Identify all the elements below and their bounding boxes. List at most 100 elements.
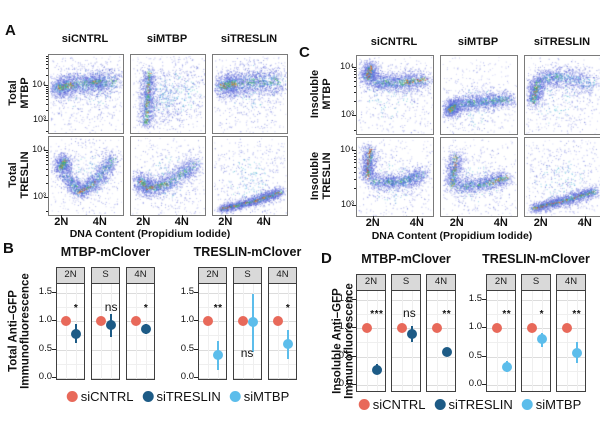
sig-label: * xyxy=(73,302,79,314)
flow-y-minortick xyxy=(45,154,48,156)
dot-group-title-B-1: TRESLIN-mClover xyxy=(193,245,302,259)
facet-strip-B-1-1: S xyxy=(233,267,262,283)
gridline-h xyxy=(487,385,515,386)
gridline-v xyxy=(496,291,498,391)
flow-y-tickmark xyxy=(44,120,48,122)
gridline-h xyxy=(127,307,154,309)
sig-label: ** xyxy=(442,309,452,321)
flow-x-tick-C-2-1: 4N xyxy=(577,217,592,229)
flow-cell-A-r0-c0 xyxy=(48,54,124,134)
legend-label-siTRESLIN: siTRESLIN xyxy=(156,389,221,404)
gridline-h xyxy=(199,307,226,309)
knockdown-point-siMTBP xyxy=(213,349,224,360)
gridline-h xyxy=(357,313,385,315)
flow-y-tick-C-1-1: 10³ xyxy=(340,198,354,209)
flow-cell-A-r1-c1 xyxy=(130,136,206,216)
facet-strip-label: 4N xyxy=(276,269,289,280)
flow-row-label-C-1-line-1: TRESLIN xyxy=(321,152,333,200)
flow-cell-A-r1-c2 xyxy=(212,136,288,216)
flow-cell-A-r0-c2 xyxy=(212,54,288,134)
flow-y-minortick xyxy=(353,166,356,168)
gridline-h xyxy=(199,335,226,337)
legend-label-siMTBP: siMTBP xyxy=(243,389,290,404)
dot-y-tickmark xyxy=(482,298,486,300)
gridline-h xyxy=(392,342,420,344)
gridline-v xyxy=(446,291,448,391)
facet-panel-B-1-1: ns xyxy=(233,283,262,380)
dot-y-tickmark xyxy=(52,291,56,293)
dot-y-tick-D-1-3: 0.0 xyxy=(468,378,482,389)
flow-y-minortick xyxy=(45,109,48,111)
legend-D: siCNTRL siTRESLIN siMTBP xyxy=(358,397,581,412)
flow-y-minortick xyxy=(353,100,356,102)
sig-label: ** xyxy=(572,309,582,321)
flow-cell-C-r0-c2 xyxy=(524,55,600,135)
flow-x-tick-C-1-1: 4N xyxy=(493,217,508,229)
gridline-h xyxy=(522,342,550,344)
flow-x-tickmark xyxy=(61,215,63,218)
control-point-siCNTRL xyxy=(396,323,407,333)
flow-y-minortick xyxy=(45,174,48,176)
flow-y-minortick xyxy=(353,158,356,160)
dot-y-tick-B-1-0: 1.5 xyxy=(180,285,194,297)
sig-label: ** xyxy=(502,309,512,321)
flow-x-axis-title-C: DNA Content (Propidium Iodide) xyxy=(371,230,533,242)
flow-col-header-C-2: siTRESLIN xyxy=(533,36,591,48)
flow-y-minortick xyxy=(353,188,356,190)
gridline-h xyxy=(392,385,420,386)
flow-y-minortick xyxy=(353,85,356,87)
facet-strip-label: 4N xyxy=(134,269,147,280)
gridline-h xyxy=(199,292,226,294)
flow-cell-C-r0-c1 xyxy=(440,55,518,135)
gridline-h xyxy=(557,385,585,386)
dot-y-tick-B-0-3: 0.0 xyxy=(38,371,52,382)
dot-y-tickmark xyxy=(352,298,356,300)
knockdown-point-siMTBP xyxy=(536,334,547,345)
gridline-h xyxy=(234,335,261,337)
dot-y-tick-D-0-1: 1.0 xyxy=(338,321,352,332)
dot-y-tick-B-1-3: 0.0 xyxy=(180,371,194,382)
gridline-h xyxy=(57,292,84,294)
gridline-v xyxy=(576,291,578,391)
dot-y-tickmark xyxy=(194,320,198,322)
facet-strip-label: 2N xyxy=(64,269,77,280)
legend-item-siCNTRL: siCNTRL xyxy=(358,397,425,412)
facet-strip-label: S xyxy=(532,276,540,287)
legend-B: siCNTRL siTRESLIN siMTBP xyxy=(66,389,290,404)
flow-y-minortick xyxy=(45,88,48,90)
dot-y-axis-label-B-line-0: Total Anti–GFP xyxy=(7,290,20,372)
legend-label-siCNTRL: siCNTRL xyxy=(80,389,134,404)
sig-label: ns xyxy=(104,299,118,314)
sig-label: ns xyxy=(403,306,416,321)
gridline-h xyxy=(127,335,154,337)
flow-y-minortick xyxy=(353,81,356,83)
gridline-h xyxy=(57,335,84,337)
panel-label-A: A xyxy=(5,22,16,39)
gridline-h xyxy=(357,299,385,301)
gridline-v xyxy=(101,284,103,379)
facet-strip-B-0-0: 2N xyxy=(56,267,85,283)
dot-group-title-D-0: MTBP-mClover xyxy=(361,252,451,266)
gridline-h xyxy=(57,378,84,379)
facet-strip-label: S xyxy=(244,269,251,280)
knockdown-point-siTRESLIN xyxy=(71,328,82,339)
gridline-h xyxy=(557,313,585,315)
gridline-h xyxy=(357,342,385,344)
flow-x-tickmark xyxy=(540,216,542,219)
facet-strip-B-0-1: S xyxy=(91,267,120,283)
gridline-v xyxy=(566,291,568,391)
facet-strip-B-1-0: 2N xyxy=(198,267,227,283)
gridline-h xyxy=(269,292,296,294)
gridline-h xyxy=(522,356,550,358)
legend-item-siCNTRL: siCNTRL xyxy=(66,389,134,404)
sig-label: * xyxy=(143,302,149,314)
dot-y-axis-label-B: Total Anti–GFP Immunofluorescence xyxy=(8,273,33,389)
flow-y-tickmark xyxy=(44,85,48,87)
gridline-h xyxy=(57,349,84,351)
flow-y-minortick xyxy=(45,164,48,166)
flow-cell-A-r0-c1 xyxy=(130,54,206,134)
flow-y-minortick xyxy=(353,152,356,154)
gridline-h xyxy=(92,307,119,309)
flow-y-minortick xyxy=(45,182,48,184)
dot-y-tickmark xyxy=(194,377,198,378)
